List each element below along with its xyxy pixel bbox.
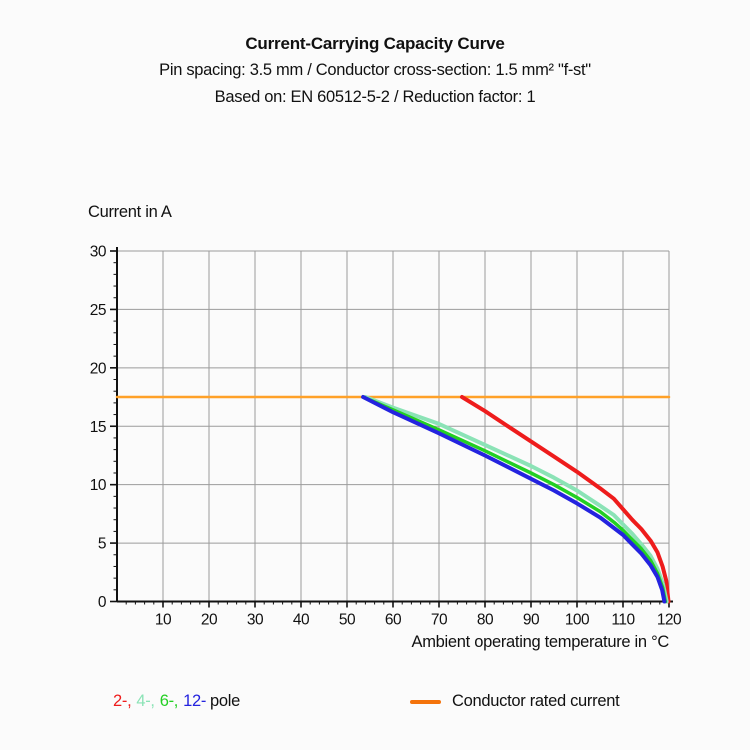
x-tick-label: 70	[431, 612, 448, 629]
y-axis-title: Current in A	[88, 203, 172, 221]
series-line-4-pole	[363, 395, 669, 604]
x-tick-label: 50	[339, 612, 356, 629]
series-line-2-pole	[460, 395, 671, 604]
chart-header: Current-Carrying Capacity Curve Pin spac…	[0, 30, 750, 110]
y-tick-label: 10	[90, 477, 107, 494]
chart-subtitle-2: Based on: EN 60512-5-2 / Reduction facto…	[214, 87, 536, 106]
x-tick-label: 120	[657, 612, 682, 629]
x-tick-label: 100	[565, 612, 590, 629]
y-tick-label: 0	[98, 594, 107, 611]
rated-current-label: Conductor rated current	[452, 692, 620, 710]
x-axis-title: Ambient operating temperature in °C	[411, 633, 670, 651]
x-tick-label: 80	[477, 612, 494, 629]
pole-label-2: 2-,	[113, 692, 132, 710]
pole-label-12: 12-	[183, 692, 207, 710]
x-tick-label: 60	[385, 612, 402, 629]
chart-subtitle-1: Pin spacing: 3.5 mm / Conductor cross-se…	[159, 61, 591, 80]
legend-rated-current: Conductor rated current	[410, 692, 620, 711]
x-tick-label: 20	[201, 612, 218, 629]
x-tick-label: 110	[611, 612, 635, 629]
legend-poles: 2-, 4-, 6-, 12- pole	[113, 692, 240, 711]
y-tick-label: 25	[90, 302, 106, 319]
series-line-6-pole	[361, 395, 668, 604]
x-tick-label: 30	[247, 612, 264, 629]
pole-label-6: 6-,	[159, 692, 179, 710]
x-tick-label: 40	[293, 612, 310, 629]
pole-label-4: 4-,	[136, 692, 155, 710]
series-line-12-pole	[361, 395, 667, 604]
pole-word: pole	[210, 692, 241, 710]
y-tick-label: 15	[90, 419, 106, 436]
rated-current-line-swatch	[410, 699, 441, 704]
x-tick-label: 90	[523, 612, 540, 629]
x-tick-label: 10	[155, 612, 172, 629]
y-tick-label: 20	[90, 360, 107, 377]
y-tick-label: 30	[90, 244, 107, 261]
page-title: Current-Carrying Capacity Curve	[245, 34, 505, 53]
y-tick-label: 5	[98, 536, 106, 553]
